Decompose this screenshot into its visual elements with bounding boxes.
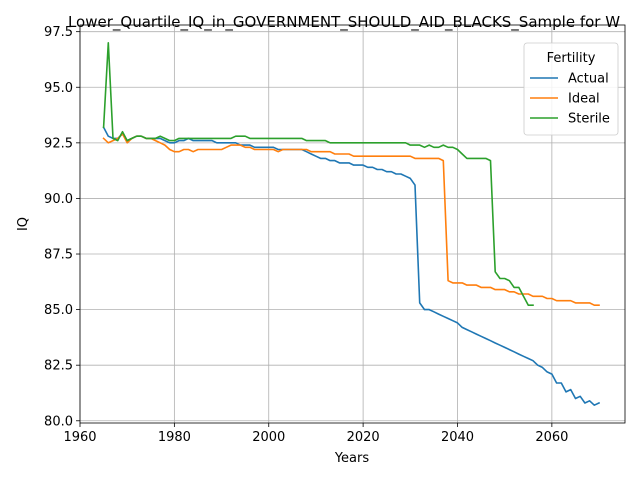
series-lines bbox=[102, 41, 601, 407]
x-tick-label: 2020 bbox=[347, 430, 380, 445]
y-tick-label: 95.0 bbox=[44, 81, 73, 96]
legend-label-actual: Actual bbox=[568, 72, 609, 87]
series-line-ideal bbox=[102, 133, 600, 307]
legend-title: Fertility bbox=[547, 51, 596, 66]
y-tick-label: 87.5 bbox=[44, 248, 73, 263]
x-tick-label: 2040 bbox=[441, 430, 474, 445]
x-tick-label: 2060 bbox=[535, 430, 568, 445]
legend-label-ideal: Ideal bbox=[568, 92, 600, 107]
y-tick-label: 82.5 bbox=[44, 359, 73, 374]
x-axis-ticks: 1960 1980 2000 2020 2040 2060 bbox=[63, 423, 568, 445]
x-axis-label: Years bbox=[334, 451, 370, 466]
legend: Fertility Actual Ideal Sterile bbox=[523, 42, 619, 136]
y-axis-label: IQ bbox=[16, 217, 31, 231]
legend-label-sterile: Sterile bbox=[568, 112, 610, 127]
y-tick-label: 80.0 bbox=[44, 414, 73, 429]
y-tick-label: 85.0 bbox=[44, 303, 73, 318]
plot-frame bbox=[79, 24, 626, 424]
grid bbox=[79, 25, 625, 423]
x-tick-label: 2000 bbox=[252, 430, 285, 445]
chart-title: Lower_Quartile_IQ_in_GOVERNMENT_SHOULD_A… bbox=[68, 13, 620, 32]
legend-box bbox=[523, 42, 619, 136]
y-tick-label: 97.5 bbox=[44, 25, 73, 40]
x-tick-label: 1980 bbox=[158, 430, 191, 445]
series-line-sterile bbox=[102, 41, 534, 307]
x-tick-label: 1960 bbox=[63, 430, 96, 445]
y-tick-label: 92.5 bbox=[44, 136, 73, 151]
legend-entries: Actual Ideal Sterile bbox=[530, 72, 610, 127]
y-tick-label: 90.0 bbox=[44, 192, 73, 207]
y-axis-ticks: 80.0 82.5 85.0 87.5 90.0 92.5 95.0 97.5 bbox=[44, 25, 80, 429]
series-line-actual bbox=[102, 126, 601, 407]
